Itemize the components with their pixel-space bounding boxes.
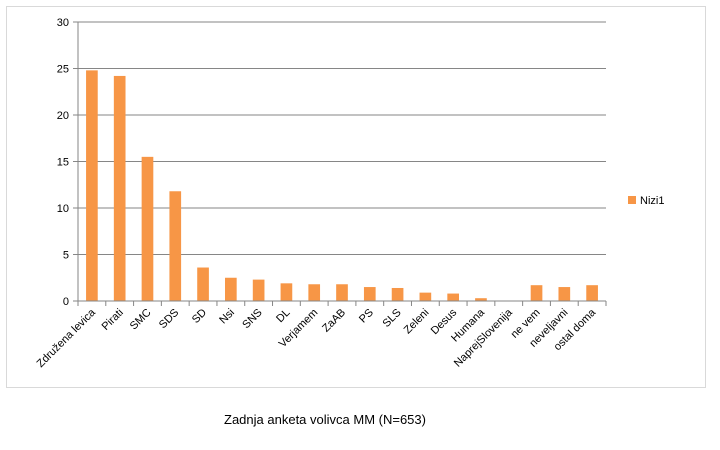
bar xyxy=(280,283,293,301)
x-tick-label: ZaAB xyxy=(320,307,348,335)
bar xyxy=(586,285,598,301)
bar xyxy=(308,284,321,301)
y-tick-label: 20 xyxy=(57,110,69,122)
bar xyxy=(141,156,154,301)
x-tick-label: Zeleni xyxy=(402,307,432,337)
bar xyxy=(225,277,237,301)
x-tick-label: SDS xyxy=(157,307,181,331)
axes xyxy=(73,21,607,306)
y-tick-label: 10 xyxy=(57,203,69,215)
y-tick-label: 15 xyxy=(57,157,69,169)
bar xyxy=(391,287,404,301)
bar xyxy=(336,284,348,301)
x-tick-label: SD xyxy=(190,307,209,326)
x-tick-label: Združena levica xyxy=(35,306,99,370)
x-tick-label: Nsi xyxy=(217,307,237,327)
chart-frame xyxy=(6,6,706,388)
bar xyxy=(86,70,98,301)
legend-label: Nizi1 xyxy=(640,195,664,207)
bar xyxy=(447,293,459,301)
x-tick-label: Pirati xyxy=(100,307,126,333)
chart-caption: Zadnja anketa volivca MM (N=653) xyxy=(224,412,426,427)
bar xyxy=(475,298,487,301)
bar xyxy=(252,279,265,301)
bar xyxy=(197,267,209,301)
x-tick-labels: Združena levica Pirati SMC SDS SD Nsi SNS DLVer… xyxy=(35,306,599,370)
bar xyxy=(558,287,571,301)
y-tick-label: 25 xyxy=(57,64,69,76)
bar xyxy=(113,75,126,301)
x-tick-label: DL xyxy=(274,307,292,325)
y-tick-label: 0 xyxy=(63,296,69,308)
y-tick-labels: 0 5 10 15 20 25 30 xyxy=(57,17,69,308)
x-tick-label: SMC xyxy=(128,307,154,333)
legend: Nizi1 xyxy=(628,195,664,207)
bar xyxy=(363,287,376,301)
y-tick-label: 5 xyxy=(63,250,69,262)
x-tick-label: PS xyxy=(357,307,376,326)
y-tick-label: 30 xyxy=(57,17,69,29)
bar xyxy=(419,292,432,301)
x-tick-label: SNS xyxy=(240,307,264,331)
bar xyxy=(530,285,543,301)
x-tick-label: SLS xyxy=(381,307,404,330)
gridlines xyxy=(78,21,606,255)
legend-swatch xyxy=(628,196,636,204)
bars xyxy=(86,70,598,301)
bar xyxy=(169,191,182,301)
